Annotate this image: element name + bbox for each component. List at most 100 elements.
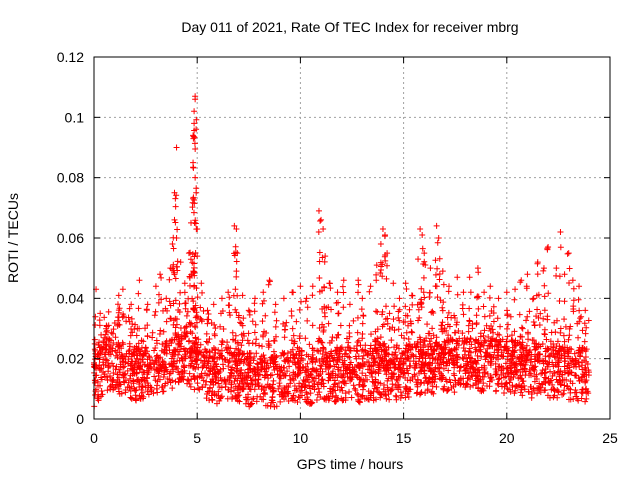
data-point <box>199 384 206 391</box>
data-point <box>535 291 542 298</box>
data-point <box>96 366 103 373</box>
data-point <box>419 351 426 358</box>
data-point <box>446 360 453 367</box>
data-point <box>218 295 225 302</box>
data-point <box>181 280 188 287</box>
data-point <box>439 358 446 365</box>
data-point <box>169 241 176 248</box>
data-point <box>484 345 491 352</box>
data-point <box>418 304 425 311</box>
data-point <box>573 393 580 400</box>
data-point <box>101 314 108 321</box>
data-point <box>533 371 540 378</box>
data-point <box>144 367 151 374</box>
data-point <box>329 334 336 341</box>
data-point <box>284 350 291 357</box>
data-point <box>328 372 335 379</box>
data-point <box>112 366 119 373</box>
data-point <box>163 295 170 302</box>
data-point <box>557 244 564 251</box>
data-point <box>396 295 403 302</box>
data-point <box>556 298 563 305</box>
data-point <box>172 275 179 282</box>
data-point <box>420 289 427 296</box>
data-point <box>445 309 452 316</box>
data-point <box>582 307 589 314</box>
data-point <box>460 363 467 370</box>
data-point <box>424 321 431 328</box>
data-point <box>429 308 436 315</box>
data-point <box>454 354 461 361</box>
data-point <box>373 262 380 269</box>
data-point <box>391 344 398 351</box>
data-point <box>585 317 592 324</box>
data-point <box>161 371 168 378</box>
data-point <box>565 370 572 377</box>
data-point <box>133 369 140 376</box>
data-point <box>193 361 200 368</box>
data-point <box>112 334 119 341</box>
data-point <box>124 367 131 374</box>
data-point <box>182 346 189 353</box>
data-point <box>434 239 441 246</box>
data-point <box>497 323 504 330</box>
data-point <box>554 369 561 376</box>
data-point <box>413 344 420 351</box>
data-point <box>318 380 325 387</box>
data-point <box>166 376 173 383</box>
data-point <box>151 361 158 368</box>
data-point <box>172 219 179 226</box>
data-point <box>191 219 198 226</box>
data-point <box>174 365 181 372</box>
data-point <box>581 346 588 353</box>
data-point <box>504 356 511 363</box>
data-point <box>234 368 241 375</box>
data-point <box>576 346 583 353</box>
data-point <box>389 381 396 388</box>
data-point <box>582 330 589 337</box>
data-point <box>541 330 548 337</box>
data-point <box>256 382 263 389</box>
data-point <box>273 403 280 410</box>
data-point <box>473 312 480 319</box>
data-point <box>466 274 473 281</box>
data-point <box>177 340 184 347</box>
data-point <box>233 273 240 280</box>
data-point <box>254 393 261 400</box>
data-point <box>240 360 247 367</box>
data-point <box>540 267 547 274</box>
data-point <box>322 349 329 356</box>
data-point <box>112 347 119 354</box>
data-point <box>128 301 135 308</box>
data-point <box>404 349 411 356</box>
data-point <box>286 363 293 370</box>
data-point <box>247 386 254 393</box>
data-point <box>115 382 122 389</box>
data-point <box>189 199 196 206</box>
data-point <box>460 311 467 318</box>
data-point <box>265 340 272 347</box>
data-point <box>92 347 99 354</box>
data-point <box>507 388 514 395</box>
data-point <box>504 385 511 392</box>
data-point <box>475 340 482 347</box>
data-point <box>105 337 112 344</box>
data-point <box>97 310 104 317</box>
data-point <box>452 381 459 388</box>
data-point <box>99 391 106 398</box>
data-point <box>156 330 163 337</box>
data-point <box>459 305 466 312</box>
data-point <box>335 310 342 317</box>
data-point <box>526 308 533 315</box>
data-point <box>232 306 239 313</box>
data-point <box>334 374 341 381</box>
data-point <box>353 347 360 354</box>
data-point <box>479 373 486 380</box>
data-point <box>233 394 240 401</box>
data-point <box>554 338 561 345</box>
data-point <box>153 353 160 360</box>
data-point <box>235 314 242 321</box>
x-axis-label: GPS time / hours <box>297 456 404 472</box>
data-point <box>94 395 101 402</box>
data-point <box>172 324 179 331</box>
